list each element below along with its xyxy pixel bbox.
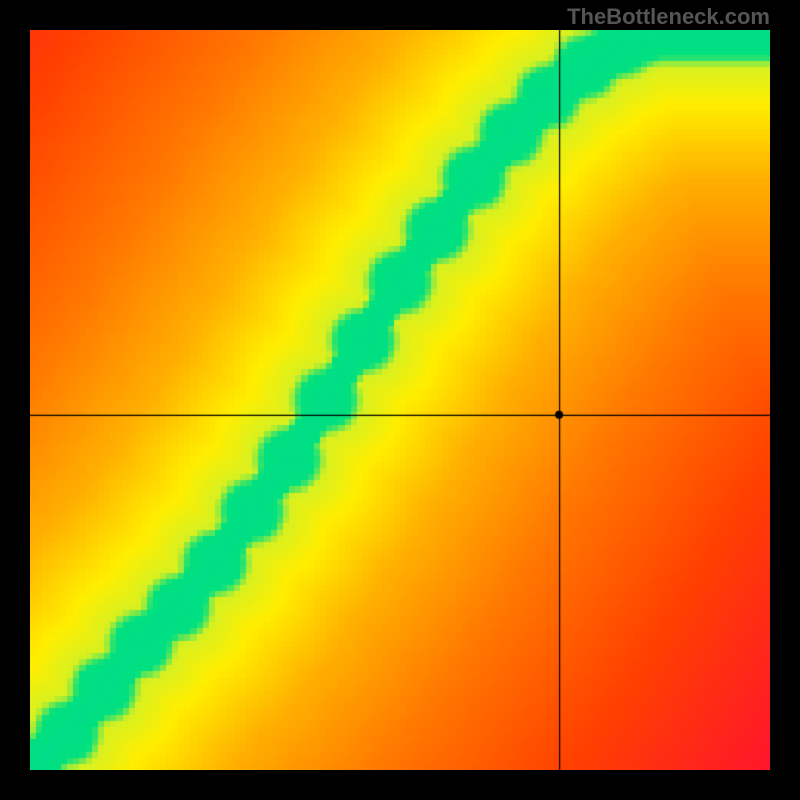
chart-container: TheBottleneck.com (0, 0, 800, 800)
watermark-text: TheBottleneck.com (567, 4, 770, 30)
heatmap-plot (30, 30, 770, 770)
heatmap-canvas (30, 30, 770, 770)
